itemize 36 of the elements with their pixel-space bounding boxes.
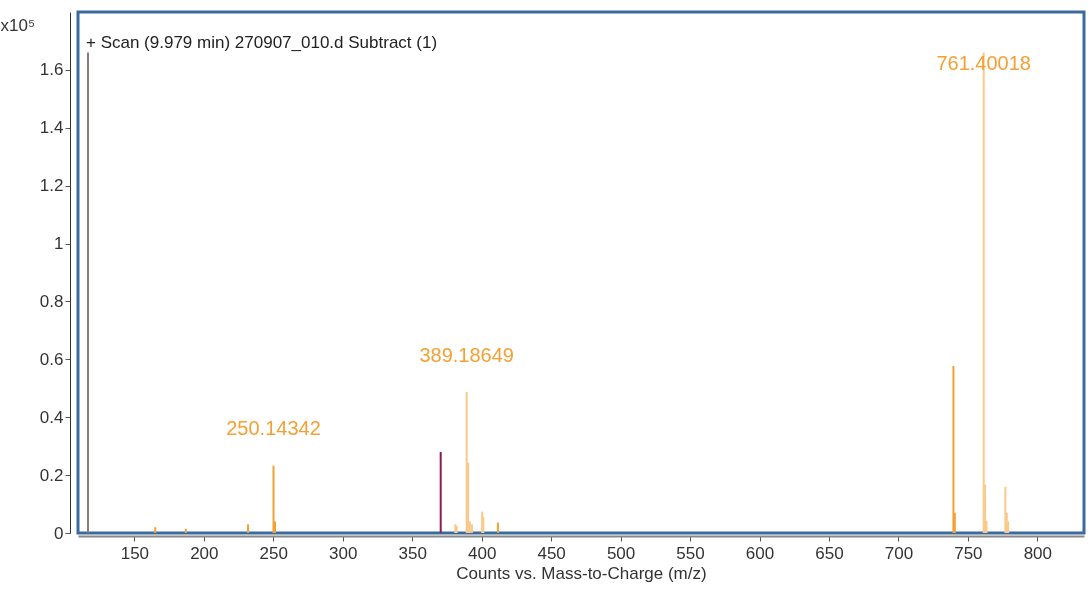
x-tick-label: 150 — [120, 543, 150, 563]
y-axis-title: x10⁵ — [0, 15, 35, 35]
y-tick-label: 0.4 — [39, 407, 64, 427]
x-tick-label: 350 — [398, 543, 427, 563]
x-tick-label: 300 — [329, 543, 358, 563]
x-tick-label: 500 — [606, 543, 636, 563]
x-tick-label: 750 — [954, 543, 983, 563]
bar — [154, 527, 157, 533]
y-tick-label: 0.8 — [39, 291, 64, 311]
annotation: 389.18649 — [419, 343, 514, 366]
x-tick-label: 700 — [884, 543, 914, 563]
bar — [1004, 486, 1007, 533]
bar — [952, 365, 955, 533]
bar — [496, 522, 499, 533]
y-tick-label: 1.2 — [39, 176, 64, 196]
y-tick-label: 1.4 — [39, 118, 64, 138]
annotation: 250.14342 — [226, 417, 321, 440]
text: + Scan (9.979 min) 270907_010.d Subtract (1) — [86, 33, 438, 52]
bar — [247, 524, 250, 533]
x-tick-label: 250 — [259, 543, 288, 563]
x-tick-label: 800 — [1023, 543, 1053, 563]
bar — [87, 52, 89, 533]
y-tick-label: 0.6 — [39, 349, 64, 369]
y-tick-label: 1.6 — [39, 60, 64, 80]
bar — [439, 451, 442, 533]
y-tick-label: 1 — [54, 234, 64, 254]
x-tick-label: 600 — [745, 543, 775, 563]
x-tick-label: 650 — [815, 543, 844, 563]
x-tick-label: 550 — [676, 543, 705, 563]
y-tick-label: 0 — [54, 523, 64, 543]
x-axis-title: Counts vs. Mass-to-Charge (m/z) — [456, 563, 707, 583]
x-tick-label: 200 — [190, 543, 219, 563]
x-tick-label: 450 — [537, 543, 566, 563]
x-tick-label: 400 — [467, 543, 497, 563]
y-tick-label: 0.2 — [39, 465, 64, 485]
bar — [272, 465, 275, 533]
